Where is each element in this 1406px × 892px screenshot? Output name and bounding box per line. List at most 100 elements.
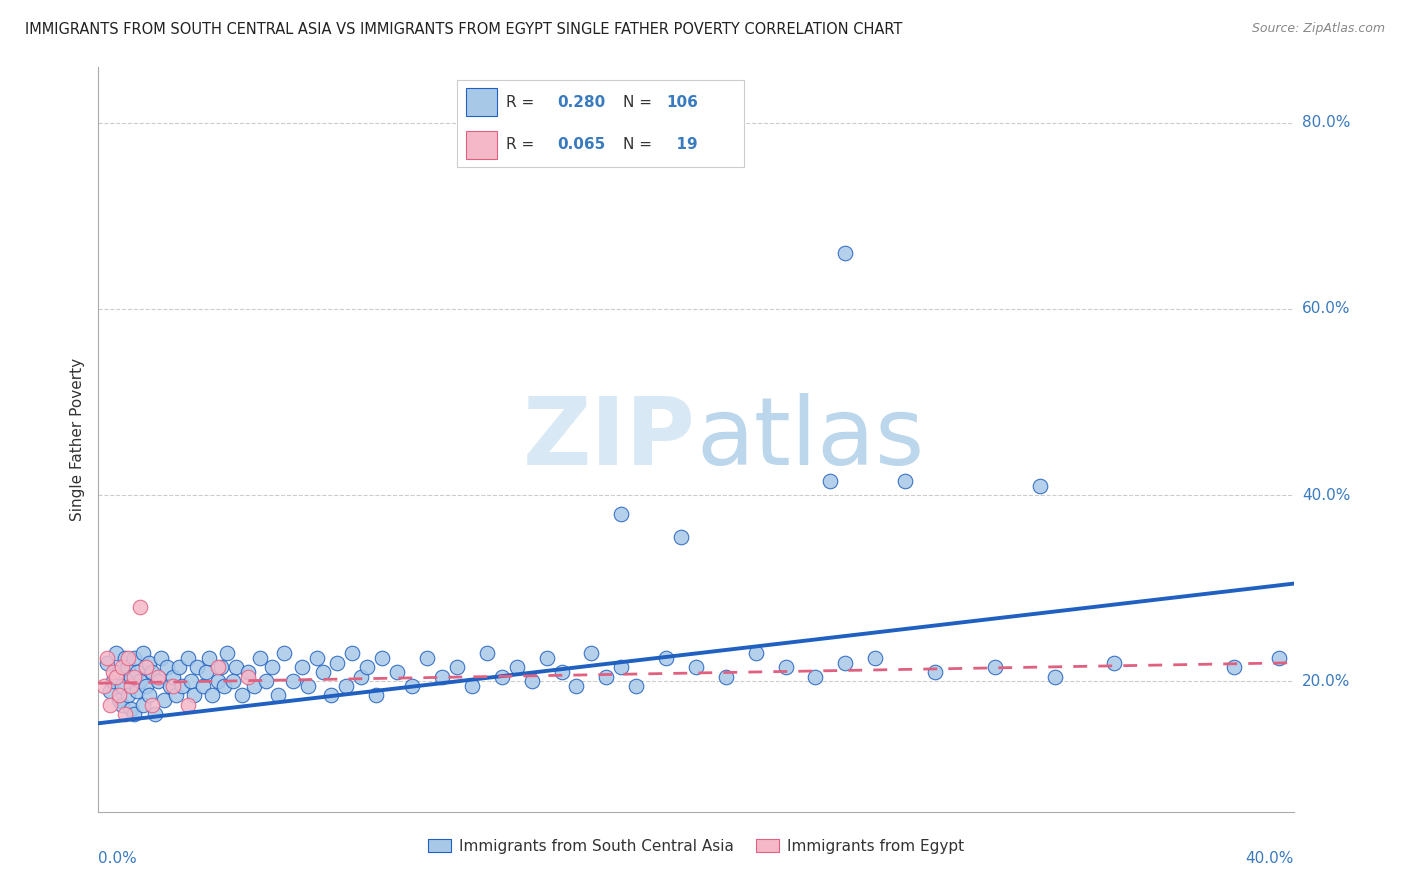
Point: [305, 651, 328, 665]
Point: [117, 651, 139, 665]
Point: [153, 693, 176, 707]
Point: [108, 665, 131, 679]
Text: 0.0%: 0.0%: [98, 851, 138, 865]
Point: [177, 698, 200, 712]
Point: [775, 660, 797, 674]
Point: [714, 670, 737, 684]
Point: [96, 651, 118, 665]
Y-axis label: Single Father Poverty: Single Father Poverty: [69, 358, 84, 521]
Point: [165, 689, 187, 703]
Text: 80.0%: 80.0%: [1302, 115, 1350, 130]
Point: [124, 706, 146, 721]
Point: [385, 665, 409, 679]
Point: [297, 679, 319, 693]
Point: [129, 599, 152, 614]
Point: [865, 651, 887, 665]
Point: [96, 656, 118, 670]
Text: 60.0%: 60.0%: [1302, 301, 1350, 317]
Point: [894, 474, 917, 488]
Point: [401, 679, 423, 693]
Point: [446, 660, 468, 674]
Point: [342, 647, 364, 661]
Point: [267, 689, 290, 703]
Point: [506, 660, 529, 674]
Point: [135, 679, 157, 693]
Point: [745, 647, 768, 661]
Point: [820, 474, 842, 488]
Point: [108, 693, 131, 707]
Point: [105, 647, 128, 661]
Point: [180, 674, 202, 689]
Legend: Immigrants from South Central Asia, Immigrants from Egypt: Immigrants from South Central Asia, Immi…: [422, 833, 970, 860]
Point: [127, 665, 149, 679]
Point: [655, 651, 678, 665]
Point: [371, 651, 394, 665]
Text: ZIP: ZIP: [523, 393, 696, 485]
Point: [416, 651, 439, 665]
Point: [98, 683, 122, 698]
Point: [249, 651, 271, 665]
Point: [129, 674, 152, 689]
Point: [138, 689, 160, 703]
Point: [610, 507, 633, 521]
Point: [150, 651, 173, 665]
Point: [254, 674, 277, 689]
Text: 20.0%: 20.0%: [1302, 673, 1350, 689]
Point: [135, 660, 157, 674]
Text: 40.0%: 40.0%: [1246, 851, 1294, 865]
Point: [141, 698, 163, 712]
Point: [111, 698, 134, 712]
Point: [114, 651, 136, 665]
Point: [491, 670, 513, 684]
Point: [207, 674, 229, 689]
Point: [191, 679, 214, 693]
Point: [162, 679, 184, 693]
Point: [183, 689, 205, 703]
Point: [124, 670, 146, 684]
Point: [520, 674, 543, 689]
Point: [350, 670, 373, 684]
Point: [461, 679, 484, 693]
Point: [103, 665, 125, 679]
Point: [366, 689, 388, 703]
Point: [93, 679, 115, 693]
Point: [291, 660, 314, 674]
Point: [595, 670, 617, 684]
Point: [148, 674, 170, 689]
Point: [141, 665, 163, 679]
Point: [201, 689, 224, 703]
Point: [120, 679, 142, 693]
Point: [105, 670, 128, 684]
Text: IMMIGRANTS FROM SOUTH CENTRAL ASIA VS IMMIGRANTS FROM EGYPT SINGLE FATHER POVERT: IMMIGRANTS FROM SOUTH CENTRAL ASIA VS IM…: [25, 22, 903, 37]
Point: [321, 689, 343, 703]
Point: [132, 698, 155, 712]
Point: [222, 674, 245, 689]
Point: [172, 679, 194, 693]
Point: [231, 689, 253, 703]
Point: [281, 674, 304, 689]
Point: [120, 670, 142, 684]
Point: [243, 679, 266, 693]
Point: [326, 656, 349, 670]
Point: [1267, 651, 1289, 665]
Point: [111, 679, 134, 693]
Point: [236, 670, 259, 684]
Point: [186, 660, 208, 674]
Point: [984, 660, 1007, 674]
Point: [311, 665, 333, 679]
Point: [550, 665, 572, 679]
Point: [138, 656, 160, 670]
Point: [236, 665, 259, 679]
Point: [225, 660, 247, 674]
Point: [177, 651, 200, 665]
Point: [536, 651, 558, 665]
Point: [143, 706, 166, 721]
Point: [685, 660, 707, 674]
Point: [108, 689, 131, 703]
Point: [132, 647, 155, 661]
Point: [335, 679, 357, 693]
Point: [195, 665, 218, 679]
Point: [610, 660, 633, 674]
Point: [111, 660, 134, 674]
Point: [356, 660, 378, 674]
